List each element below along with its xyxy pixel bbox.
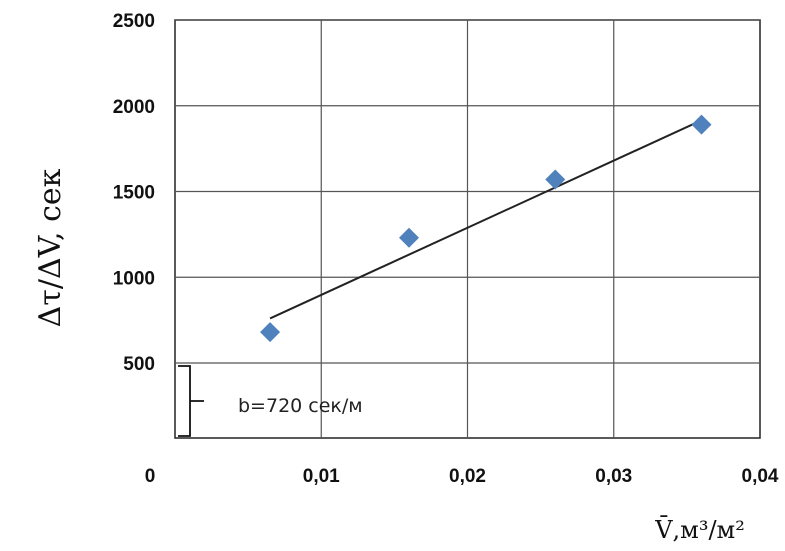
trendline-group <box>269 119 702 320</box>
trendline <box>269 119 702 320</box>
annotation-text: b=720 сек/м <box>238 395 363 417</box>
y-axis-label: Δτ/ΔV, сек <box>33 168 68 327</box>
y-tick-label: 1500 <box>113 183 155 204</box>
annotation-group: b=720 сек/м <box>178 365 363 437</box>
x-tick-label: 0,04 <box>742 466 779 487</box>
data-points <box>260 114 712 343</box>
tick-labels: 500 1000 1500 2000 2500 0 0,01 0,02 0,03 0,04 <box>113 11 779 487</box>
x-tick-label: 0,01 <box>303 466 340 487</box>
x-tick-label: 0,02 <box>449 466 486 487</box>
data-point <box>691 114 712 135</box>
y-tick-label: 2000 <box>113 97 155 118</box>
x-tick-label: 0,03 <box>595 466 632 487</box>
data-point <box>545 169 566 190</box>
x-axis-label: V̄,м³/м² <box>654 516 745 544</box>
x-tick-label: 0 <box>145 466 156 487</box>
y-tick-label: 2500 <box>113 11 155 32</box>
data-point <box>260 322 281 343</box>
grid <box>174 19 761 439</box>
y-tick-label: 500 <box>123 354 155 375</box>
data-point <box>399 227 419 248</box>
y-tick-label: 1000 <box>113 268 155 289</box>
annotation-bracket <box>178 365 204 437</box>
